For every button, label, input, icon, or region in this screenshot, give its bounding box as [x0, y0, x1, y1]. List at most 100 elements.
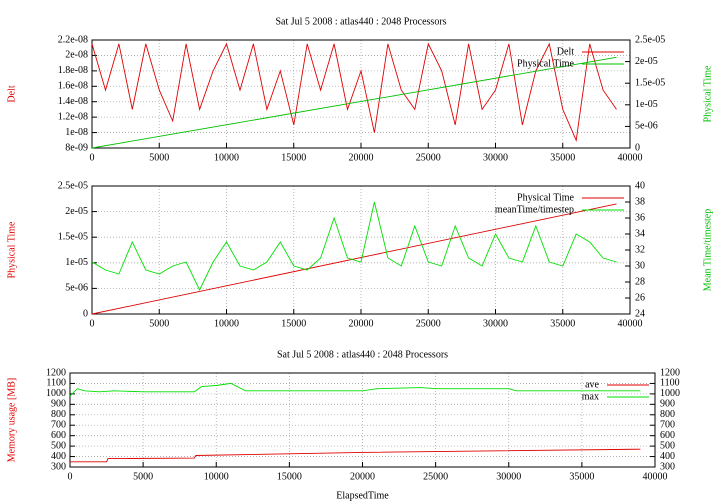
y2-tick-label: 400 — [660, 451, 675, 462]
y-axis-label: Delt — [6, 85, 17, 102]
y2-tick-label: 1000 — [660, 388, 680, 399]
y-tick-label: 2e-05 — [65, 206, 88, 217]
series-line — [91, 201, 617, 292]
x-tick-label: 30000 — [496, 471, 521, 482]
y-tick-label: 300 — [51, 461, 66, 472]
legend-label: Physical Time — [517, 58, 575, 69]
y-tick-label: 500 — [51, 440, 66, 451]
x-tick-label: 5000 — [133, 471, 153, 482]
x-tick-label: 10000 — [214, 318, 239, 329]
y2-tick-label: 30 — [635, 260, 645, 271]
y-tick-label: 600 — [51, 430, 66, 441]
y2-tick-label: 800 — [660, 409, 675, 420]
x-tick-label: 40000 — [643, 471, 668, 482]
legend-label: meanTime/timestep — [495, 204, 574, 215]
legend-label: Delt — [557, 46, 574, 57]
series-line — [91, 203, 617, 315]
y2-tick-label: 1100 — [660, 378, 680, 389]
y-tick-label: 1.4e-08 — [58, 96, 88, 107]
y2-tick-label: 26 — [635, 292, 645, 303]
x-tick-label: 0 — [68, 471, 73, 482]
plot-frame — [91, 185, 631, 315]
y2-axis-label: Mean Time/timestep — [702, 209, 713, 292]
y2-tick-label: 5e-06 — [635, 121, 658, 132]
x-tick-label: 40000 — [618, 152, 643, 163]
x-tick-label: 15000 — [281, 152, 306, 163]
x-tick-label: 15000 — [277, 471, 302, 482]
y-tick-label: 400 — [51, 451, 66, 462]
x-tick-label: 10000 — [204, 471, 229, 482]
legend-label: max — [582, 391, 599, 402]
y2-tick-label: 1e-05 — [635, 99, 658, 110]
x-tick-label: 10000 — [214, 152, 239, 163]
series-line — [69, 382, 641, 397]
y-tick-label: 1.5e-05 — [58, 231, 88, 242]
x-tick-label: 35000 — [569, 471, 594, 482]
y-axis-label: Memory usage [MB] — [6, 378, 17, 462]
y-tick-label: 800 — [51, 409, 66, 420]
legend-label: ave — [585, 379, 599, 390]
plot-frame — [69, 372, 656, 468]
x-tick-label: 20000 — [349, 318, 374, 329]
y-tick-label: 1.8e-08 — [58, 65, 88, 76]
x-tick-label: 35000 — [550, 152, 575, 163]
y2-tick-label: 2e-05 — [635, 56, 658, 67]
y-tick-label: 700 — [51, 420, 66, 431]
x-tick-label: 5000 — [149, 152, 169, 163]
x-tick-label: 30000 — [483, 152, 508, 163]
y-tick-label: 2.5e-05 — [58, 180, 88, 191]
y2-tick-label: 36 — [635, 212, 645, 223]
x-tick-label: 0 — [90, 152, 95, 163]
legend-label: Physical Time — [517, 192, 575, 203]
y-tick-label: 2.2e-08 — [58, 34, 88, 45]
y2-tick-label: 1.5e-05 — [635, 77, 665, 88]
y-tick-label: 0 — [83, 308, 88, 319]
y-tick-label: 1100 — [46, 378, 66, 389]
x-tick-label: 25000 — [416, 318, 441, 329]
x-tick-label: 15000 — [281, 318, 306, 329]
y2-tick-label: 300 — [660, 461, 675, 472]
x-tick-label: 5000 — [149, 318, 169, 329]
series-line — [91, 42, 617, 142]
chart-title: Sat Jul 5 2008 : atlas440 : 2048 Process… — [277, 349, 448, 360]
plot-frame — [91, 39, 631, 149]
y-tick-label: 1200 — [46, 367, 66, 378]
y-tick-label: 2e-08 — [65, 50, 88, 61]
y2-tick-label: 24 — [635, 308, 645, 319]
y2-tick-label: 500 — [660, 440, 675, 451]
y-tick-label: 1.6e-08 — [58, 81, 88, 92]
y-tick-label: 5e-06 — [65, 283, 88, 294]
y-tick-label: 1.2e-08 — [58, 111, 88, 122]
y2-tick-label: 0 — [635, 142, 640, 153]
series-line — [70, 448, 641, 463]
x-tick-label: 25000 — [416, 152, 441, 163]
chart-title: Sat Jul 5 2008 : atlas440 : 2048 Process… — [275, 16, 446, 27]
y2-tick-label: 38 — [635, 196, 645, 207]
y-tick-label: 900 — [51, 399, 66, 410]
y-tick-label: 1e-05 — [65, 257, 88, 268]
y2-axis-label: Physical Time — [702, 65, 713, 123]
y-tick-label: 1000 — [46, 388, 66, 399]
y2-tick-label: 32 — [635, 244, 645, 255]
y2-tick-label: 40 — [635, 180, 645, 191]
x-tick-label: 20000 — [349, 152, 374, 163]
x-tick-label: 35000 — [550, 318, 575, 329]
y-axis-label: Physical Time — [6, 221, 17, 279]
y-tick-label: 8e-09 — [65, 142, 88, 153]
y2-tick-label: 28 — [635, 276, 645, 287]
x-tick-label: 20000 — [350, 471, 375, 482]
y2-tick-label: 1200 — [660, 367, 680, 378]
y2-tick-label: 34 — [635, 228, 645, 239]
y2-tick-label: 2.5e-05 — [635, 34, 665, 45]
x-tick-label: 40000 — [618, 318, 643, 329]
y2-tick-label: 900 — [660, 399, 675, 410]
y2-tick-label: 700 — [660, 420, 675, 431]
x-tick-label: 0 — [90, 318, 95, 329]
x-tick-label: 30000 — [483, 318, 508, 329]
x-axis-label: ElapsedTime — [336, 490, 389, 501]
series-line — [91, 56, 617, 149]
y-tick-label: 1e-08 — [65, 127, 88, 138]
x-tick-label: 25000 — [423, 471, 448, 482]
y2-tick-label: 600 — [660, 430, 675, 441]
